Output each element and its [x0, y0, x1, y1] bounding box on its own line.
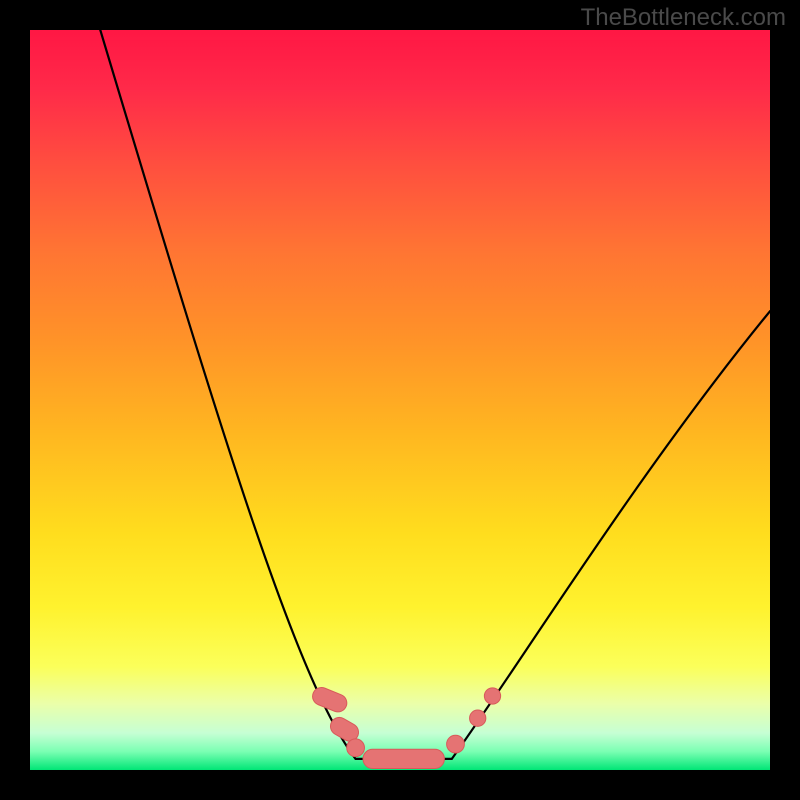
bottleneck-chart — [30, 30, 770, 770]
curve-marker — [484, 688, 500, 704]
curve-marker — [447, 735, 465, 753]
curve-marker — [310, 685, 350, 715]
bottleneck-curve — [30, 30, 770, 770]
curve-marker — [470, 710, 486, 726]
watermark-text: TheBottleneck.com — [581, 4, 786, 32]
curve-marker — [347, 739, 365, 757]
curve-marker — [363, 749, 444, 768]
